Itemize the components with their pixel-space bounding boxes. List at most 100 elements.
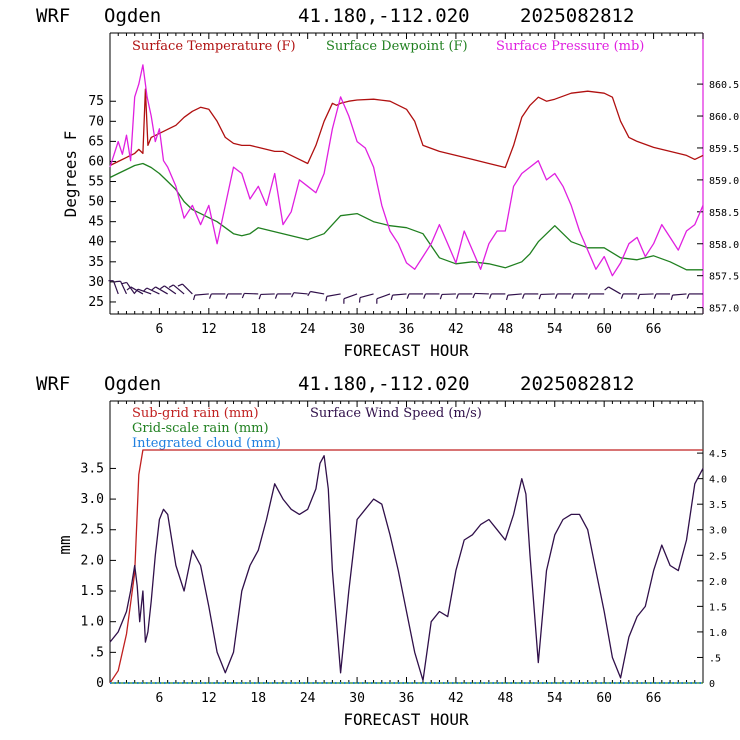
wind-barb xyxy=(208,293,226,299)
wind-barb xyxy=(670,293,687,301)
y-tick-label: 50 xyxy=(88,195,104,210)
x-axis-label: FORECAST HOUR xyxy=(343,341,469,360)
series-lines xyxy=(109,64,704,277)
wind-barb xyxy=(505,293,522,301)
y2-tick-label: 3.5 xyxy=(709,500,727,511)
y2-tick-label: 1.5 xyxy=(709,602,727,613)
wind-barb xyxy=(343,293,358,304)
y-tick-label: 75 xyxy=(88,94,104,109)
y2-axis-ticks: 857.0 857.5 858.0 858.5 859.0 859.5 860.0 860.5 xyxy=(697,80,739,315)
x-tick-label: 6 xyxy=(156,322,164,337)
y2-tick-label: 2.5 xyxy=(709,551,727,562)
y2-tick-label: 2.0 xyxy=(709,577,727,588)
wind-barb xyxy=(115,280,128,295)
y2-tick-label: 860.5 xyxy=(709,80,739,91)
y2-tick-label: .5 xyxy=(709,653,721,664)
x-tick-label: 42 xyxy=(448,691,464,706)
wind-barb xyxy=(307,290,325,297)
wind-barb xyxy=(423,293,440,299)
legend-gridscale-rain: Grid-scale rain (mm) xyxy=(132,421,269,436)
legend-temperature: Surface Temperature (F) xyxy=(132,39,296,54)
y-axis-ticks: 25 30 35 40 45 50 55 60 65 70 75 xyxy=(88,94,116,310)
x-axis-ticks: 6 12 18 24 30 36 42 48 54 60 66 xyxy=(109,33,704,337)
y-tick-label: .5 xyxy=(88,645,104,660)
wind-barb xyxy=(258,293,275,300)
y2-tick-label: 0 xyxy=(709,679,715,690)
wind-speed-line xyxy=(109,455,704,682)
header-run-2: 2025082812 xyxy=(520,373,634,395)
wind-barb xyxy=(620,293,638,299)
y2-tick-label: 4.0 xyxy=(709,475,727,486)
header-station-2: Ogden xyxy=(104,373,161,395)
x-tick-label: 42 xyxy=(448,322,464,337)
legend-pressure: Surface Pressure (mb) xyxy=(496,39,644,54)
y-tick-label: 60 xyxy=(88,154,104,169)
y-tick-label: 3.0 xyxy=(81,492,104,507)
legend-integrated-cloud: Integrated cloud (mm) xyxy=(132,436,281,451)
wind-barb xyxy=(587,293,605,299)
wind-barb xyxy=(134,288,152,295)
y2-tick-label: 857.0 xyxy=(709,304,739,315)
y2-tick-label: 3.0 xyxy=(709,526,727,537)
x-tick-label: 36 xyxy=(399,322,415,337)
upper-panel: WRF Ogden 41.180,-112.020 2025082812 25 3… xyxy=(36,5,739,360)
y-axis-ticks-2: 0 .5 1.0 1.5 2.0 2.5 3.0 3.5 xyxy=(81,461,116,691)
y2-tick-label: 858.0 xyxy=(709,240,739,251)
x-axis-label-2: FORECAST HOUR xyxy=(343,710,469,729)
y-tick-label: 45 xyxy=(88,215,104,230)
wind-barb xyxy=(472,292,489,299)
header-model: WRF xyxy=(36,5,70,27)
legend-dewpoint: Surface Dewpoint (F) xyxy=(326,39,468,54)
wind-barb xyxy=(168,284,185,295)
header-run: 2025082812 xyxy=(520,5,634,27)
y-tick-label: 1.0 xyxy=(81,615,104,630)
y-tick-label: 2.5 xyxy=(81,523,104,538)
y2-tick-label: 857.5 xyxy=(709,272,739,283)
wind-barb xyxy=(108,280,119,295)
header-coords-2: 41.180,-112.020 xyxy=(298,373,470,395)
x-tick-label: 18 xyxy=(250,322,266,337)
legend-subgrid-rain: Sub-grid rain (mm) xyxy=(132,406,259,421)
x-tick-label: 12 xyxy=(201,691,217,706)
wind-barb xyxy=(142,287,160,295)
lower-panel: WRF Ogden 41.180,-112.020 2025082812 0 .5… xyxy=(36,373,727,729)
y2-tick-label: 1.0 xyxy=(709,628,727,639)
y-axis-label-2: mm xyxy=(55,535,74,554)
dewpoint-line xyxy=(109,162,703,271)
header-station: Ogden xyxy=(104,5,161,27)
y-tick-label: 70 xyxy=(88,114,104,129)
wind-barb xyxy=(159,285,177,295)
x-tick-label: 60 xyxy=(596,322,612,337)
wind-barb xyxy=(439,293,456,300)
y2-tick-label: 859.5 xyxy=(709,144,739,155)
wind-barb xyxy=(291,292,308,298)
y-tick-label: 25 xyxy=(88,295,104,310)
wind-barb xyxy=(571,293,588,299)
x-tick-label: 6 xyxy=(156,691,164,706)
y2-tick-label: 858.5 xyxy=(709,208,739,219)
wind-barb xyxy=(604,286,621,295)
wind-barb xyxy=(325,293,341,302)
y-tick-label: 65 xyxy=(88,134,104,149)
wind-barb xyxy=(358,293,374,303)
y-axis-label: Degrees F xyxy=(61,131,80,218)
y2-tick-label: 4.5 xyxy=(709,449,727,460)
wind-barb xyxy=(192,293,209,301)
wind-barb xyxy=(225,293,242,299)
wind-barb xyxy=(151,286,168,295)
x-tick-label: 30 xyxy=(349,691,365,706)
header-coords: 41.180,-112.020 xyxy=(298,5,470,27)
series-lines-2 xyxy=(109,449,704,684)
x-tick-label: 24 xyxy=(300,322,316,337)
y2-tick-label: 860.0 xyxy=(709,112,739,123)
x-tick-label: 48 xyxy=(498,691,514,706)
y2-tick-label: 859.0 xyxy=(709,176,739,187)
y-tick-label: 1.5 xyxy=(81,584,104,599)
wind-barb xyxy=(121,281,136,295)
subgrid-rain-line xyxy=(109,449,703,684)
temperature-line xyxy=(109,88,704,169)
wind-barb xyxy=(177,283,193,295)
legend-wind-speed: Surface Wind Speed (m/s) xyxy=(310,406,482,421)
x-tick-label: 12 xyxy=(201,322,217,337)
